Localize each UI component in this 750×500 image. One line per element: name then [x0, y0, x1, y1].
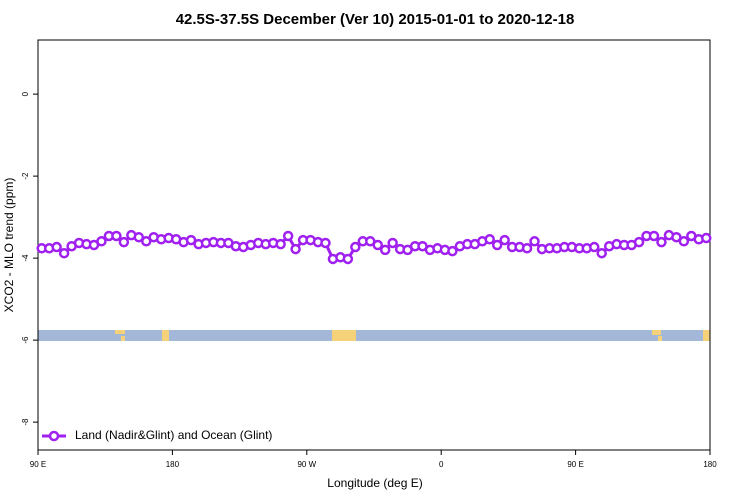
x-tick-label: 90 W — [297, 460, 316, 469]
data-point — [521, 243, 533, 254]
data-point — [529, 236, 540, 247]
data-point — [671, 231, 682, 243]
data-point — [141, 236, 152, 247]
data-point — [111, 230, 122, 242]
y-tick-label: 0 — [21, 91, 30, 96]
data-point — [648, 230, 660, 242]
data-point — [96, 236, 107, 247]
data-point — [51, 241, 62, 253]
data-point — [656, 236, 667, 248]
data-point — [633, 236, 645, 248]
data-point — [387, 237, 398, 249]
x-axis-label: Longitude (deg E) — [327, 476, 422, 490]
land-patch — [652, 330, 661, 335]
legend-marker — [48, 430, 60, 442]
data-point — [275, 238, 286, 250]
y-tick-label: -8 — [21, 418, 30, 426]
data-point — [185, 234, 197, 246]
data-point — [678, 236, 690, 247]
land-patch — [332, 330, 356, 341]
data-point — [320, 237, 331, 249]
data-point — [379, 244, 391, 256]
land-patch — [115, 330, 125, 334]
data-point — [58, 247, 70, 259]
chart-title: 42.5S-37.5S December (Ver 10) 2015-01-01… — [176, 11, 575, 28]
data-point — [118, 236, 130, 248]
land-patch — [703, 330, 710, 341]
data-point — [133, 231, 145, 243]
y-tick-label: -4 — [21, 254, 30, 262]
x-tick-label: 180 — [166, 460, 180, 469]
x-tick-label: 90 E — [30, 460, 46, 469]
data-point — [484, 234, 495, 245]
data-point — [372, 239, 383, 251]
y-tick-label: -6 — [21, 336, 30, 344]
data-point — [350, 241, 361, 253]
data-point — [499, 234, 510, 246]
data-point — [282, 230, 294, 242]
data-point — [342, 253, 354, 265]
y-axis-label: XCO2 - MLO trend (ppm) — [2, 178, 16, 313]
legend-label: Land (Nadir&Glint) and Ocean (Glint) — [75, 428, 272, 442]
x-tick-label: 90 E — [567, 460, 583, 469]
data-point — [491, 239, 503, 251]
y-tick-label: -2 — [21, 172, 30, 180]
land-patch — [658, 336, 662, 341]
data-point — [447, 245, 458, 257]
ocean-strip — [38, 330, 710, 341]
data-point — [290, 243, 301, 255]
x-tick-label: 180 — [703, 460, 717, 469]
data-point — [596, 247, 607, 259]
land-patch — [121, 336, 125, 341]
data-point — [701, 232, 712, 244]
data-point — [589, 241, 600, 253]
x-tick-label: 0 — [439, 460, 444, 469]
surface-strip — [38, 330, 710, 341]
land-patch — [162, 330, 169, 341]
